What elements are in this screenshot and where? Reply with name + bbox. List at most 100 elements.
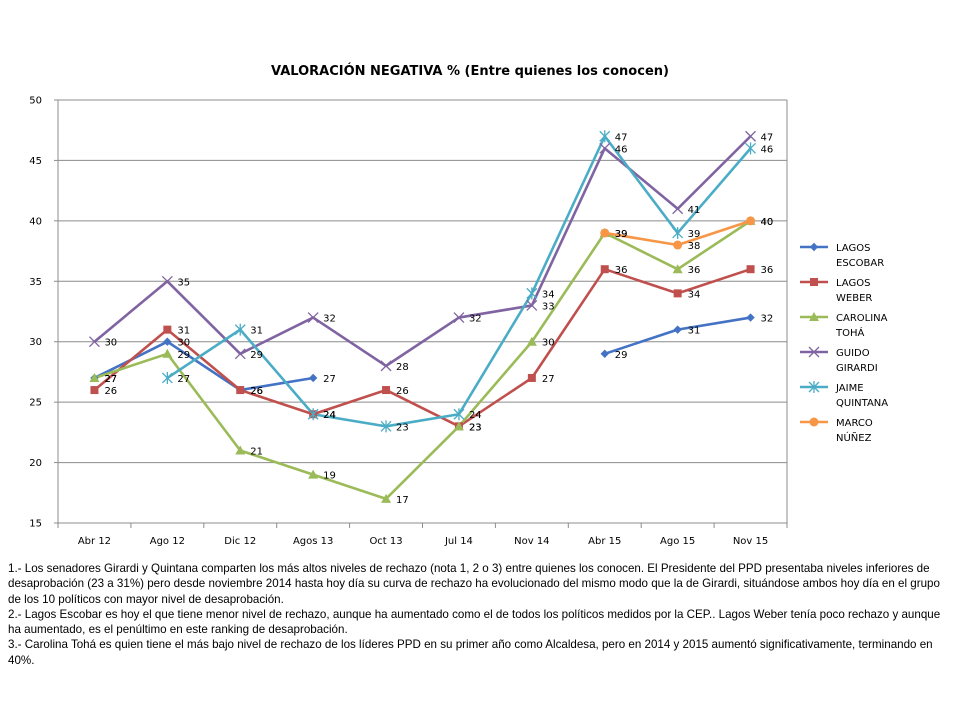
data-label: 27	[104, 374, 117, 385]
data-point	[745, 130, 757, 142]
footnote: 3.- Carolina Tohá es quien tiene el más …	[8, 638, 933, 667]
data-point	[746, 313, 755, 322]
legend-label: QUINTANA	[836, 398, 888, 409]
legend-label: GIRARDI	[836, 363, 878, 374]
data-point	[809, 417, 819, 427]
data-point	[599, 142, 611, 154]
data-point	[307, 312, 319, 324]
footnote: 2.- Lagos Escobar es hoy el que tiene me…	[8, 607, 941, 637]
data-label: 39	[688, 229, 701, 240]
legend-label: ESCOBAR	[836, 258, 884, 269]
data-label: 34	[688, 289, 701, 300]
data-label: 26	[250, 386, 263, 397]
data-point	[453, 408, 465, 421]
data-label: 24	[323, 410, 336, 421]
data-label: 47	[761, 132, 774, 143]
data-point	[809, 242, 819, 252]
data-label: 29	[615, 350, 628, 361]
data-label: 39	[615, 229, 628, 240]
data-label: 46	[761, 144, 774, 155]
data-label: 26	[250, 386, 263, 397]
data-label: 31	[688, 326, 701, 337]
data-label: 29	[250, 350, 263, 361]
data-label: 41	[688, 205, 701, 216]
data-point	[308, 373, 318, 383]
data-point	[163, 325, 172, 334]
y-tick-label: 45	[29, 156, 42, 167]
data-point	[90, 386, 99, 395]
data-point	[89, 372, 100, 382]
x-tick-label: Nov 15	[733, 536, 768, 547]
data-point	[380, 420, 392, 433]
x-tick-label: Abr 15	[588, 536, 621, 547]
data-label: 32	[323, 314, 336, 325]
data-label: 32	[469, 314, 482, 325]
data-point	[162, 348, 173, 358]
footnotes: 1.- Los senadores Girardi y Quintana com…	[8, 561, 948, 668]
y-tick-label: 40	[29, 216, 42, 227]
data-label: 28	[396, 362, 409, 373]
axes: 15 20 25 30 35 40 45 50 Abr 12 Ago 12 Dic 12 Agos 1…	[29, 96, 788, 547]
data-point	[672, 203, 684, 215]
legend-label: GUIDO	[836, 348, 870, 359]
data-label: 27	[104, 374, 117, 385]
data-label: 30	[177, 338, 190, 349]
data-label: 23	[396, 422, 409, 433]
data-point	[526, 287, 538, 300]
y-tick-label: 30	[29, 337, 42, 348]
chart: VALORACIÓN NEGATIVA % (Entre quienes los…	[29, 63, 888, 547]
data-label: 31	[250, 326, 263, 337]
data-point	[672, 226, 684, 239]
data-label: 32	[761, 314, 774, 325]
data-label: 17	[396, 495, 409, 506]
data-point	[600, 265, 609, 274]
data-label: 26	[396, 386, 409, 397]
data-point	[808, 346, 820, 358]
data-label: 23	[469, 422, 482, 433]
footnote: 1.- Los senadores Girardi y Quintana com…	[8, 562, 940, 606]
x-tick-label: Abr 12	[78, 536, 111, 547]
series-line	[94, 219, 752, 501]
series-lines	[93, 134, 752, 501]
x-tick-label: Ago 12	[150, 536, 185, 547]
data-label: 31	[177, 326, 190, 337]
data-point	[453, 421, 464, 431]
data-label: 24	[469, 410, 482, 421]
data-label: 39	[615, 229, 628, 240]
data-label: 30	[104, 338, 117, 349]
data-label: 27	[323, 374, 336, 385]
y-tick-label: 20	[29, 458, 42, 469]
data-point	[161, 371, 173, 384]
data-point	[600, 349, 609, 358]
data-point	[746, 265, 755, 274]
data-point	[453, 312, 465, 324]
x-tick-label: Jul 14	[444, 536, 473, 547]
data-label: 36	[761, 265, 774, 276]
data-label: 27	[177, 374, 190, 385]
data-point	[527, 373, 536, 382]
x-tick-label: Nov 14	[514, 536, 549, 547]
legend-label: JAIME	[835, 383, 864, 394]
data-label: 21	[250, 446, 263, 457]
data-point	[308, 469, 319, 479]
series-markers	[88, 130, 757, 503]
data-labels: 2730262729313226312624262327363436272921…	[104, 132, 773, 506]
data-label: 29	[177, 350, 190, 361]
data-label: 35	[177, 277, 190, 288]
legend-label: LAGOS	[836, 243, 870, 254]
data-point	[382, 386, 391, 395]
legend-label: MARCO	[836, 418, 873, 429]
data-label: 38	[688, 241, 701, 252]
data-label: 36	[615, 265, 628, 276]
legend-label: CAROLINA	[836, 313, 888, 324]
x-tick-label: Ago 15	[660, 536, 695, 547]
data-label: 46	[615, 144, 628, 155]
data-label: 23	[469, 422, 482, 433]
grid	[58, 99, 787, 524]
data-point	[673, 240, 683, 250]
series-line	[93, 135, 752, 368]
data-label: 26	[104, 386, 117, 397]
data-point	[234, 348, 246, 360]
data-label: 36	[688, 265, 701, 276]
data-point	[600, 228, 610, 238]
